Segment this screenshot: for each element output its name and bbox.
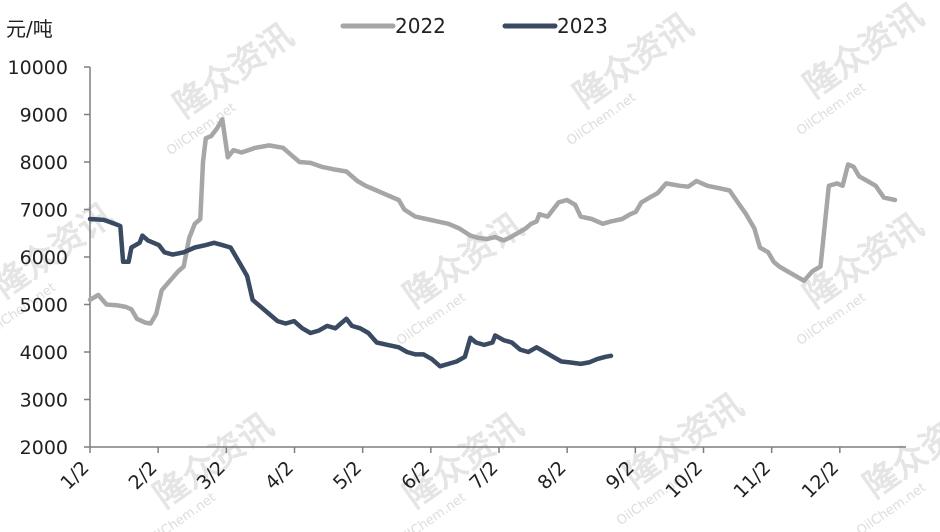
x-tick-label: 5/2 [329, 457, 366, 494]
series-layer [87, 117, 898, 369]
series-line-2022 [87, 117, 898, 326]
watermark-cn: 隆众资讯 [857, 396, 940, 507]
x-tick-label: 4/2 [261, 457, 298, 494]
y-tick-label: 3000 [20, 390, 68, 412]
x-tick-label: 8/2 [534, 457, 571, 494]
legend-label-2022: 2022 [395, 14, 446, 38]
x-tick-label: 11/2 [729, 457, 775, 503]
x-tick-label: 1/2 [56, 457, 93, 494]
y-tick-label: 5000 [20, 295, 68, 317]
series-line-2023 [87, 216, 614, 369]
x-tick-label: 12/2 [798, 457, 844, 503]
legend-label-2023: 2023 [557, 14, 608, 38]
y-tick-label: 2000 [20, 437, 68, 459]
chart-legend: 2022 2023 [340, 14, 608, 38]
y-tick-label: 4000 [20, 342, 68, 364]
y-axis-unit-label: 元/吨 [6, 17, 53, 41]
y-tick-label: 6000 [20, 247, 68, 269]
y-tick-label: 7000 [20, 200, 68, 222]
y-tick-label: 8000 [20, 152, 68, 174]
y-tick-label: 9000 [20, 105, 68, 127]
y-tick-label: 10000 [8, 57, 68, 79]
y-axis: 10000 9000 8000 7000 6000 5000 4000 3000 2000 [8, 57, 91, 459]
